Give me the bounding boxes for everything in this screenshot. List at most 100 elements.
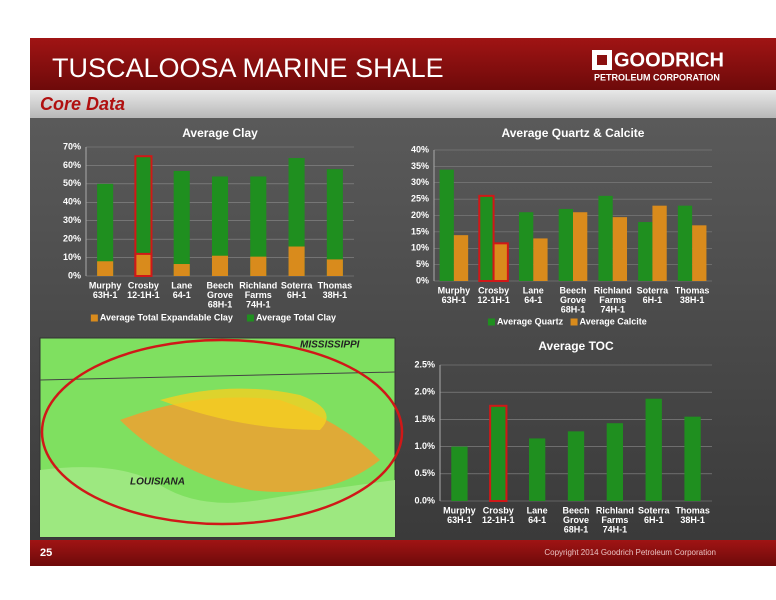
x-tick-label: 6H-1 (643, 295, 663, 305)
x-tick-label: Soterra (638, 505, 671, 515)
bar (684, 416, 701, 501)
logo-icon-inner (597, 55, 607, 65)
chart-title: Average Quartz & Calcite (502, 126, 645, 140)
x-tick-label: 68H-1 (561, 304, 586, 314)
bar (638, 222, 653, 281)
bar (439, 169, 454, 281)
x-tick-label: Beech (562, 505, 589, 515)
y-tick-label: 20% (63, 234, 81, 244)
y-tick-label: 70% (63, 141, 81, 151)
x-tick-label: 74H-1 (246, 299, 271, 309)
bar (489, 404, 508, 502)
bar (451, 446, 468, 501)
x-tick-label: Soterra (281, 280, 314, 290)
y-tick-label: 0.5% (414, 468, 435, 478)
bar (453, 235, 469, 281)
x-tick-label: Farms (245, 290, 272, 300)
legend-label: Average Total Clay (256, 312, 336, 322)
x-tick-label: Farms (599, 295, 626, 305)
x-tick-label: Crosby (478, 285, 509, 295)
map-shale-area (160, 388, 327, 430)
slide-subtitle: Core Data (40, 94, 125, 114)
bar (677, 205, 693, 281)
x-tick-label: Soterra (637, 285, 670, 295)
x-tick-label: 63H-1 (447, 515, 472, 525)
y-tick-label: 30% (63, 215, 81, 225)
y-tick-label: 1.5% (414, 414, 435, 424)
bar (97, 183, 114, 276)
x-tick-label: 74H-1 (600, 304, 625, 314)
bar (558, 208, 573, 281)
bar (97, 261, 114, 276)
x-tick-label: Thomas (675, 285, 710, 295)
trend-outline (40, 338, 404, 526)
bar (518, 212, 534, 281)
x-tick-label: 38H-1 (323, 290, 348, 300)
bar (250, 256, 267, 276)
x-tick-label: Murphy (89, 280, 122, 290)
y-tick-label: 10% (411, 243, 429, 253)
x-tick-label: Crosby (128, 280, 159, 290)
x-tick-label: Lane (523, 285, 544, 295)
bar (492, 242, 509, 282)
x-tick-label: Crosby (483, 505, 514, 515)
bar (533, 238, 548, 281)
y-tick-label: 40% (63, 197, 81, 207)
legend-swatch (90, 314, 98, 322)
x-tick-label: Farms (601, 515, 628, 525)
map: MISSISSIPPI LOUISIANA (39, 337, 404, 538)
bar (692, 225, 707, 281)
x-tick-label: 64-1 (528, 515, 546, 525)
y-tick-label: 20% (411, 210, 429, 220)
x-tick-label: Richland (594, 285, 632, 295)
map-label: MISSISSIPPI (300, 340, 360, 351)
legend-swatch (246, 314, 254, 322)
bar (211, 255, 229, 276)
x-tick-label: Grove (563, 515, 589, 525)
x-tick-label: Richland (239, 280, 277, 290)
x-tick-label: 12-1H-1 (482, 515, 515, 525)
chart-title: Average Clay (182, 126, 258, 140)
bar (478, 194, 495, 283)
copyright: Copyright 2014 Goodrich Petroleum Corpor… (544, 548, 716, 557)
bar (645, 398, 662, 501)
y-tick-label: 1.0% (414, 441, 435, 451)
x-tick-label: Beech (559, 285, 586, 295)
bar (528, 438, 546, 501)
x-tick-label: Grove (560, 295, 586, 305)
page-number: 25 (40, 547, 52, 559)
slide-title: TUSCALOOSA MARINE SHALE (52, 53, 444, 83)
x-tick-label: Lane (171, 280, 192, 290)
legend-swatch (570, 318, 578, 326)
bar (598, 195, 613, 281)
x-tick-label: 64-1 (173, 290, 191, 300)
y-tick-label: 10% (63, 252, 81, 262)
bar (652, 205, 667, 281)
x-tick-label: Lane (527, 505, 548, 515)
x-tick-label: 63H-1 (442, 295, 467, 305)
bar (211, 176, 229, 276)
map-label: LOUISIANA (130, 477, 185, 488)
bar (250, 176, 267, 276)
bar (326, 259, 343, 276)
y-tick-label: 2.5% (414, 359, 435, 369)
bar (134, 252, 153, 277)
x-tick-label: 68H-1 (564, 524, 589, 534)
x-tick-label: 6H-1 (644, 515, 664, 525)
logo-name: GOODRICH (614, 49, 724, 71)
x-tick-label: 64-1 (524, 295, 542, 305)
x-tick-label: 38H-1 (680, 295, 705, 305)
x-tick-label: Richland (596, 505, 634, 515)
y-tick-label: 25% (411, 194, 429, 204)
x-tick-label: Thomas (675, 505, 710, 515)
y-tick-label: 0.0% (414, 495, 435, 505)
chart-title: Average TOC (538, 339, 614, 353)
bar (567, 431, 585, 501)
bar (173, 170, 190, 276)
logo-subname: PETROLEUM CORPORATION (594, 72, 720, 82)
bar (173, 264, 190, 276)
bar (606, 423, 624, 501)
x-tick-label: 12-1H-1 (127, 290, 160, 300)
map-region (40, 467, 395, 537)
legend-label: Average Quartz (497, 316, 564, 326)
